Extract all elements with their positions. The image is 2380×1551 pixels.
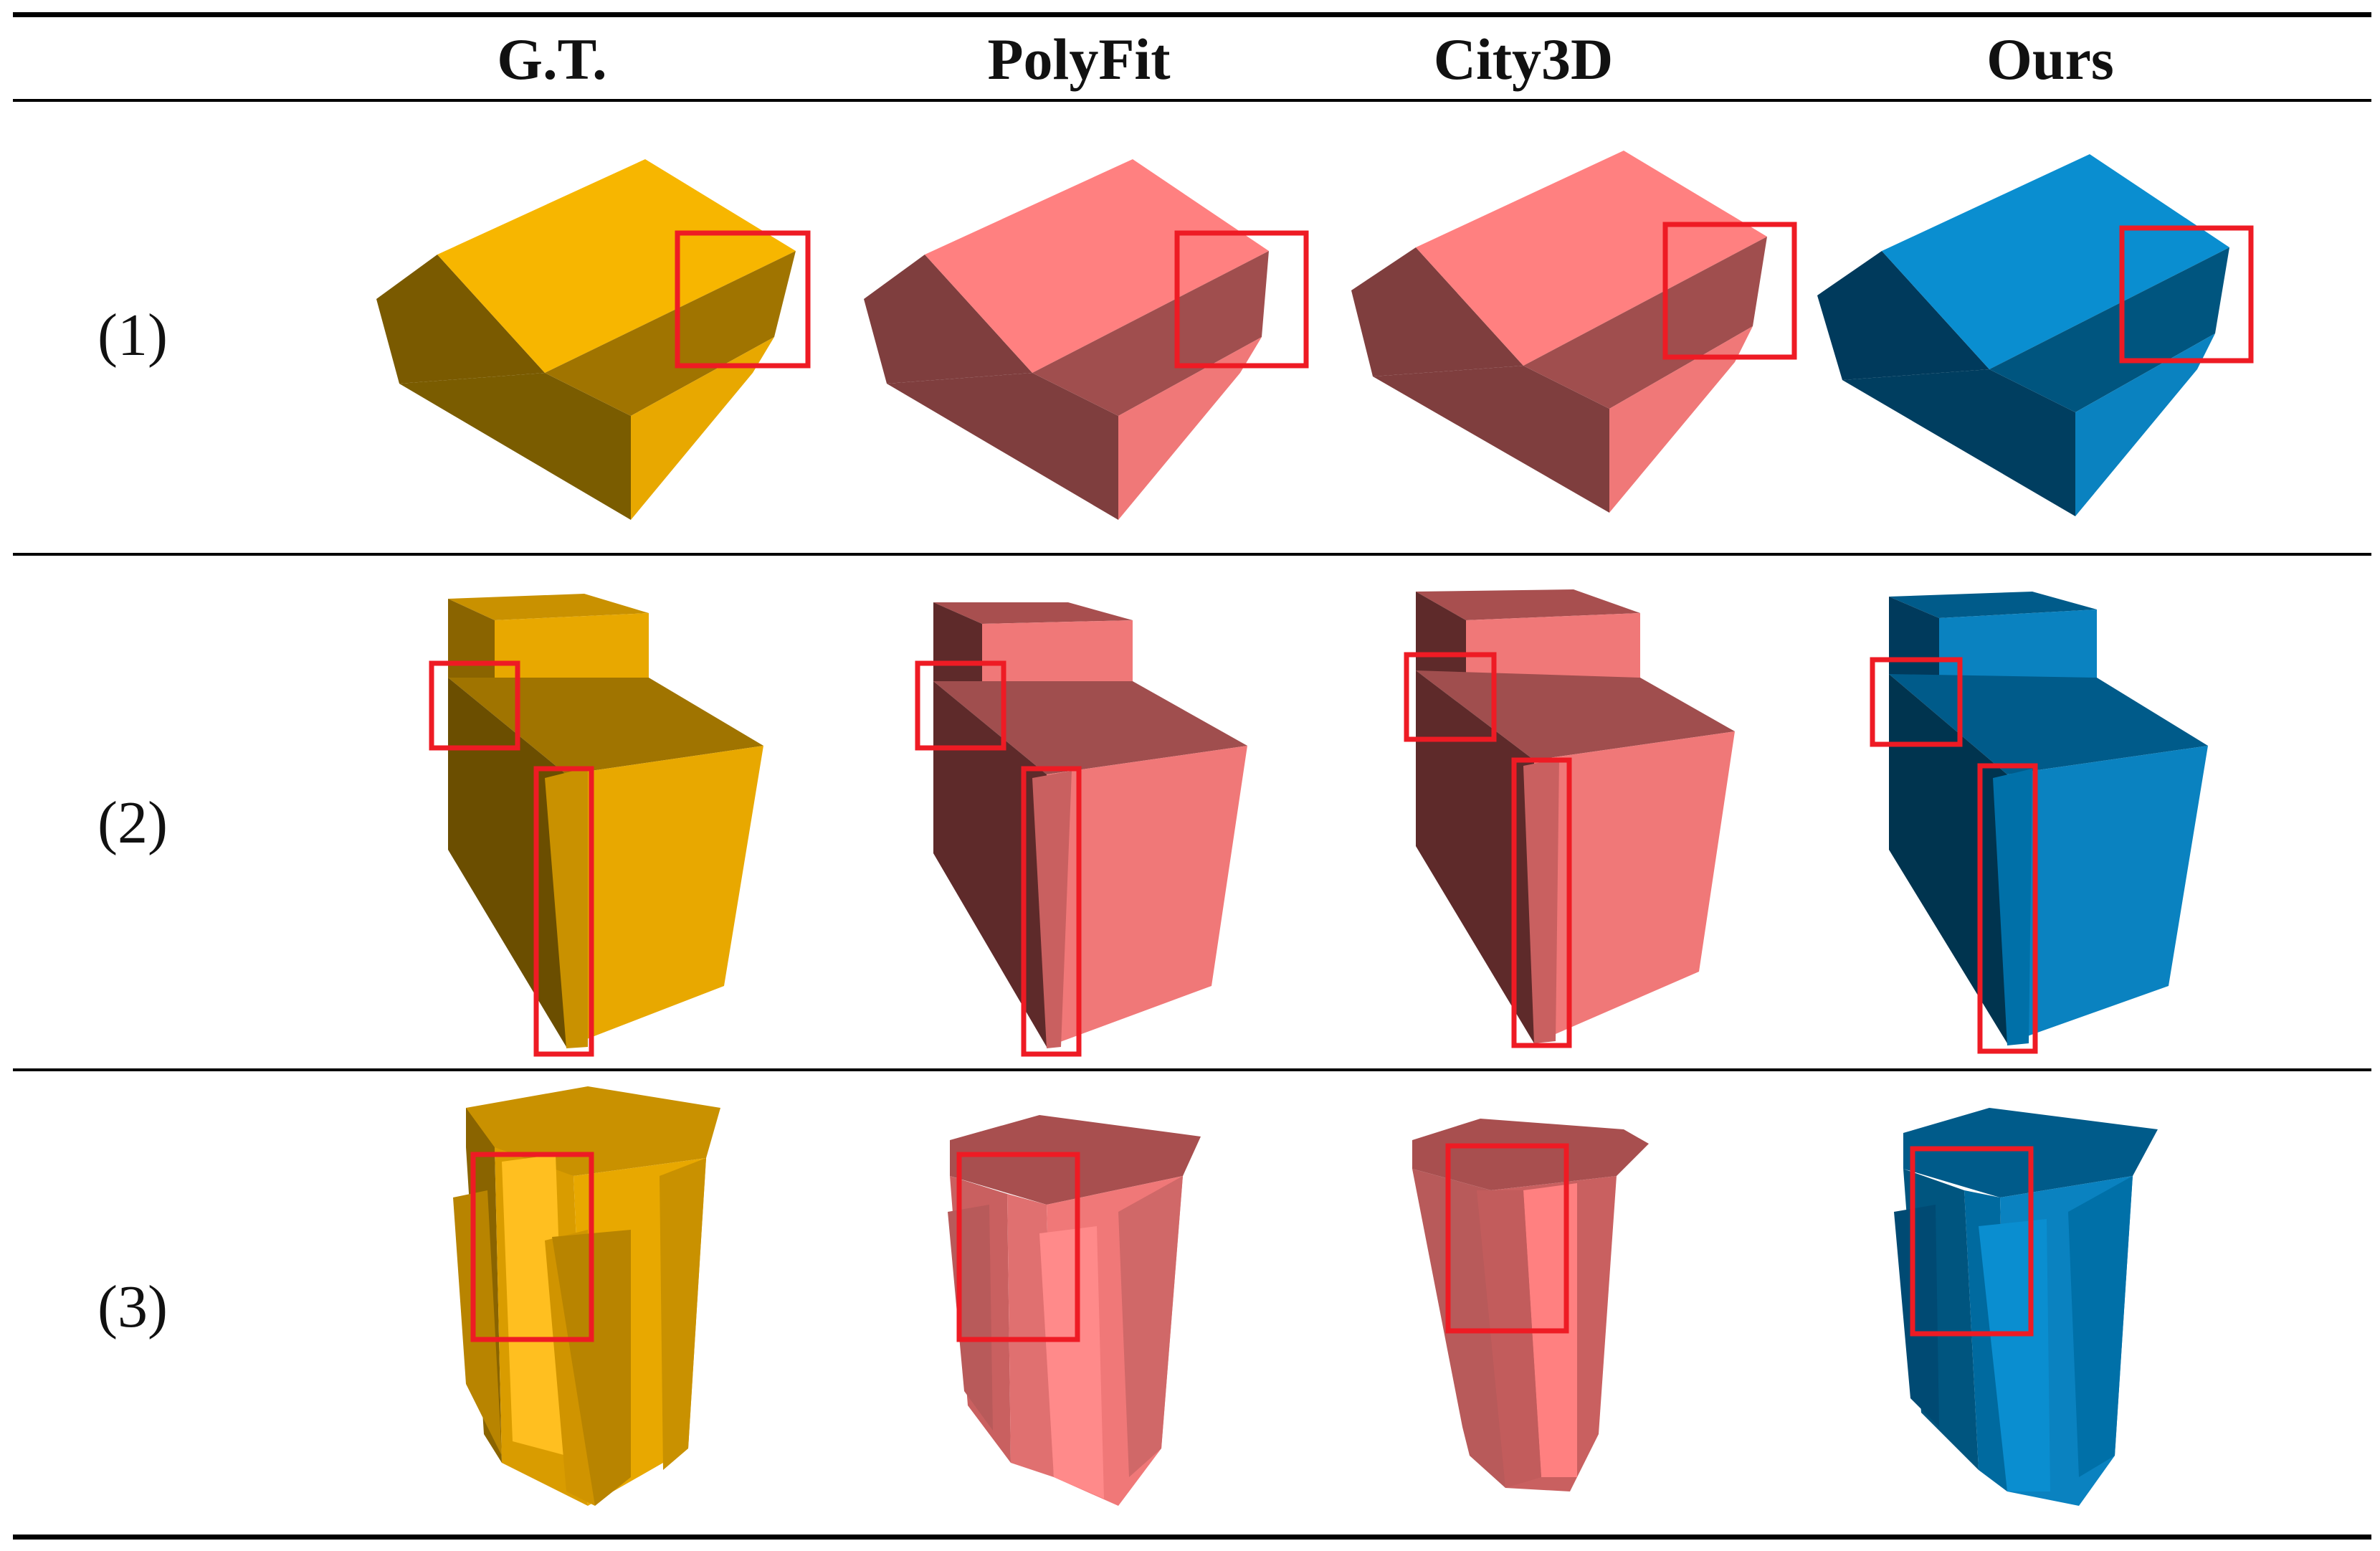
header-city3d: City3D [1434,27,1614,92]
bottom-rule [13,1535,2371,1540]
row3-polyfit-model [948,1115,1201,1506]
header-ours: Ours [1986,27,2114,92]
row-label-1: (1) [97,302,168,369]
column-headers: G.T. PolyFit City3D Ours [497,27,2114,92]
row1-gt-model [376,159,811,520]
row3-ours-model [1894,1108,2158,1506]
top-rule [13,12,2371,17]
row1-ours-model [1817,154,2254,516]
row2-polyfit-model [915,602,1247,1057]
row2-gt-model [429,594,763,1057]
row-rule-2 [13,1068,2371,1071]
header-gt: G.T. [497,27,606,92]
row3-city3d-model [1412,1119,1649,1491]
header-polyfit: PolyFit [987,27,1170,92]
row2-ours-model [1870,592,2208,1054]
row-labels: (1) (2) (3) [97,302,168,1340]
row1-polyfit-model [864,159,1309,520]
table-rules [13,12,2371,1540]
row3-gt-model [453,1086,720,1506]
row-label-2: (2) [97,789,168,856]
header-rule [13,99,2371,102]
row1-city3d-model [1351,151,1797,513]
row2-city3d-model [1404,589,1735,1048]
row-rule-1 [13,553,2371,556]
row-label-3: (3) [97,1273,168,1340]
